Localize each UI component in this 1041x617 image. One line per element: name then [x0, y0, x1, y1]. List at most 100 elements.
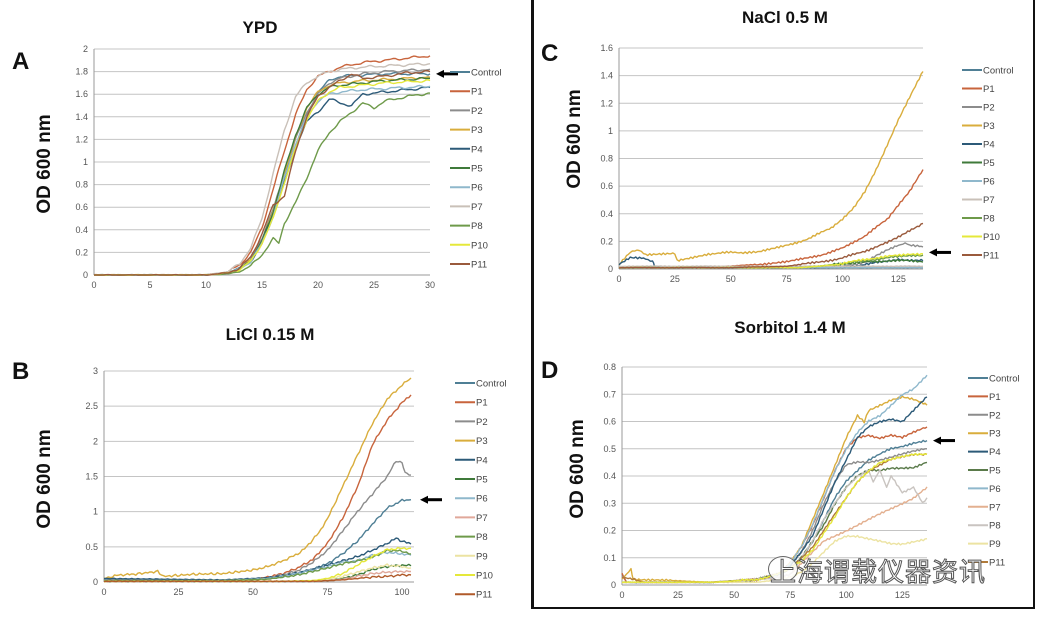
legend-label: Control [471, 68, 502, 79]
legend-label: P9 [989, 539, 1001, 550]
legend-item: Control [968, 374, 1020, 385]
x-tick-label: 50 [726, 274, 736, 284]
legend-label: P6 [476, 494, 488, 505]
legend-item: P6 [968, 484, 1001, 495]
legend-item: P2 [962, 103, 995, 114]
y-tick-label: 1.5 [85, 472, 98, 482]
y-tick-label: 0.4 [600, 209, 613, 219]
legend-item: P9 [968, 539, 1001, 550]
legend-label: P8 [471, 221, 483, 232]
legend-item: Control [962, 66, 1014, 77]
y-tick-label: 0.5 [603, 444, 616, 454]
y-tick-label: 2.5 [85, 401, 98, 411]
legend-c: Control P1 P2 P3 P4 P5 P6 P7 P8 P10 P11 [962, 66, 1014, 262]
legend-label: P11 [983, 251, 999, 262]
y-tick-label: 1.6 [75, 89, 88, 99]
x-tick-label: 25 [670, 274, 680, 284]
legend-item: P8 [962, 214, 995, 225]
legend-label: P8 [983, 214, 995, 225]
legend-item: P7 [962, 195, 995, 206]
x-tick-label: 0 [619, 590, 624, 600]
panel-letter-d: D [541, 357, 559, 384]
legend-label: P4 [471, 144, 483, 155]
legend-label: P8 [476, 532, 488, 543]
legend-item: P6 [962, 177, 995, 188]
x-tick-label: 100 [395, 587, 410, 597]
legend-label: P11 [476, 590, 492, 601]
legend-label: P8 [989, 521, 1001, 532]
legend-item: P8 [968, 521, 1001, 532]
panel-letter-b: B [12, 358, 30, 385]
x-tick-label: 75 [782, 274, 792, 284]
x-tick-label: 20 [313, 280, 323, 290]
wechat-icon [768, 556, 798, 582]
legend-label: P10 [471, 240, 488, 251]
legend-label: P5 [989, 466, 1001, 477]
legend-item: P9 [455, 551, 488, 562]
x-tick-label: 0 [616, 274, 621, 284]
legend-item: P6 [455, 494, 488, 505]
y-tick-label: 0 [608, 264, 613, 274]
legend-item: Control [455, 379, 507, 390]
series-line-p8 [103, 548, 411, 582]
y-tick-label: 1.4 [600, 71, 613, 81]
legend-label: Control [989, 374, 1020, 385]
legend-label: P1 [989, 392, 1001, 403]
y-tick-label: 2 [93, 436, 98, 446]
x-tick-label: 75 [323, 587, 333, 597]
legend-item: P4 [962, 140, 995, 151]
y-tick-label: 0.2 [600, 236, 613, 246]
x-tick-label: 75 [785, 590, 795, 600]
y-tick-label: 1.4 [75, 112, 88, 122]
legend-label: P4 [476, 455, 488, 466]
y-tick-label: 1.8 [75, 67, 88, 77]
control-arrow-icon [929, 248, 951, 257]
y-tick-label: 0.6 [600, 181, 613, 191]
legend-item: P2 [968, 410, 1001, 421]
y-tick-label: 0 [83, 270, 88, 280]
panel-letter-a: A [12, 48, 30, 75]
x-tick-label: 15 [257, 280, 267, 290]
legend-item: P10 [450, 240, 488, 251]
legend-item: P1 [455, 398, 488, 409]
y-tick-label: 0.3 [603, 498, 616, 508]
legend-label: P2 [476, 417, 488, 428]
panel-divider-vertical [531, 0, 534, 608]
legend-label: P7 [983, 195, 995, 206]
chart-title-a: YPD [242, 18, 278, 37]
x-tick-label: 50 [729, 590, 739, 600]
legend-item: P3 [968, 429, 1001, 440]
legend-item: P7 [455, 513, 488, 524]
x-tick-label: 100 [835, 274, 850, 284]
legend-d: Control P1 P2 P3 P4 P5 P6 P7 P8 P9 P11 [968, 374, 1020, 569]
panel-border-bottom [531, 607, 1035, 609]
y-tick-label: 0.6 [603, 417, 616, 427]
legend-a: Control P1 P2 P3 P4 P5 P6 P7 P8 P10 P11 [450, 68, 502, 271]
legend-label: P3 [983, 121, 995, 132]
y-tick-label: 1.2 [600, 98, 613, 108]
legend-label: P7 [989, 502, 1001, 513]
legend-label: P4 [983, 140, 995, 151]
x-tick-label: 125 [891, 274, 906, 284]
legend-item: P7 [968, 502, 1001, 513]
legend-label: P6 [989, 484, 1001, 495]
chart-title-d: Sorbitol 1.4 M [734, 318, 846, 337]
series-line-p11 [103, 573, 412, 583]
legend-item: P5 [968, 466, 1001, 477]
panel-border-right [1033, 0, 1035, 608]
legend-label: P6 [471, 183, 483, 194]
x-tick-label: 50 [248, 587, 258, 597]
control-arrow-icon [933, 436, 955, 445]
legend-item: P5 [455, 475, 488, 486]
x-tick-label: 25 [174, 587, 184, 597]
legend-item: P8 [450, 221, 483, 232]
legend-label: P2 [471, 106, 483, 117]
legend-label: P10 [983, 232, 1000, 243]
legend-item: P4 [455, 455, 488, 466]
legend-label: P1 [471, 87, 483, 98]
y-tick-label: 1 [83, 157, 88, 167]
legend-label: P7 [476, 513, 488, 524]
y-tick-label: 0.4 [603, 471, 616, 481]
x-tick-label: 10 [201, 280, 211, 290]
